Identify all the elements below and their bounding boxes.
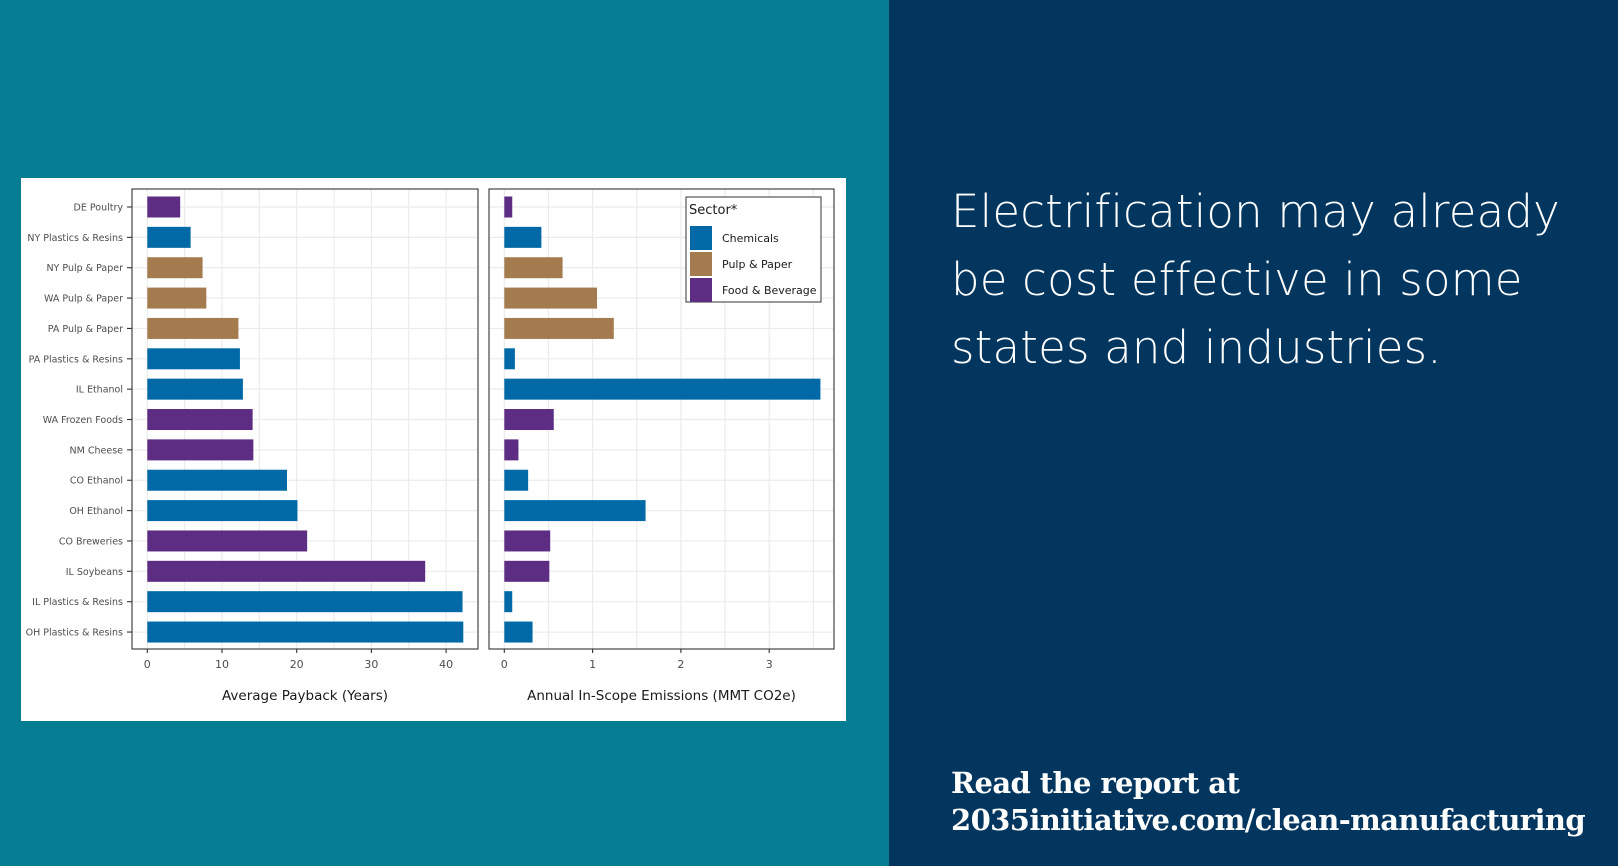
legend-label: Food & Beverage (722, 284, 817, 297)
y-tick-label: OH Plastics & Resins (26, 628, 123, 639)
bar-oh-ethanol (504, 500, 646, 522)
bar-il-ethanol (147, 378, 243, 400)
bar-co-ethanol (504, 469, 529, 491)
bar-il-soybeans (504, 560, 550, 582)
bar-oh-plastics-resins (504, 621, 533, 643)
bar-oh-plastics-resins (147, 621, 464, 643)
x-tick-label: 0 (144, 658, 151, 671)
legend-swatch-food-beverage (690, 278, 712, 302)
y-tick-label: IL Soybeans (66, 567, 123, 578)
y-tick-label: NY Plastics & Resins (27, 233, 123, 244)
bar-de-poultry (147, 196, 181, 218)
chart-panel-2: 0 1 2 3 Annual In-Scope Emissions (MMT CO2e)… (488, 188, 835, 704)
x-tick-label: 30 (364, 658, 378, 671)
bar-il-plastics-resins (147, 591, 463, 613)
bar-co-ethanol (147, 469, 287, 491)
headline-line-3: states and industries. (951, 321, 1442, 374)
bar-wa-frozen-foods (147, 409, 253, 431)
y-tick-label: OH Ethanol (69, 506, 123, 517)
y-tick-label: NY Pulp & Paper (46, 263, 123, 274)
x-tick-label: 20 (290, 658, 304, 671)
x-tick-label: 2 (677, 658, 684, 671)
y-tick-label: IL Ethanol (76, 385, 123, 396)
bar-pa-pulp-paper (504, 317, 614, 339)
report-link[interactable]: 2035initiative.com/clean-manufacturing (951, 803, 1586, 837)
bar-wa-pulp-paper (504, 287, 598, 309)
bar-wa-pulp-paper (147, 287, 207, 309)
bar-pa-plastics-resins (504, 348, 515, 370)
x-axis-title: Average Payback (Years) (222, 688, 388, 704)
legend-label: Pulp & Paper (722, 258, 793, 271)
bar-co-breweries (147, 530, 308, 552)
bar-ny-plastics-resins (147, 226, 191, 248)
right-background (889, 0, 1618, 866)
bar-il-soybeans (147, 560, 426, 582)
y-tick-label: WA Pulp & Paper (44, 294, 123, 305)
bar-il-ethanol (504, 378, 821, 400)
y-tick-label: NM Cheese (70, 445, 124, 456)
cta-line-1: Read the report at (951, 766, 1240, 800)
y-tick-label: PA Pulp & Paper (48, 324, 123, 335)
bar-nm-cheese (147, 439, 254, 461)
bar-nm-cheese (504, 439, 519, 461)
x-tick-label: 1 (589, 658, 596, 671)
bar-ny-pulp-paper (147, 257, 203, 279)
chart-card: 0 10 20 30 40 Average Payback (Years) DE Poult… (21, 178, 846, 721)
legend-swatch-chemicals (690, 226, 712, 250)
headline-line-2: be cost effective in some (951, 253, 1523, 306)
y-tick-label: PA Plastics & Resins (29, 354, 123, 365)
headline-line-1: Electrification may already (951, 185, 1560, 238)
y-tick-label: WA Frozen Foods (43, 415, 123, 426)
legend: Sector* Chemicals Pulp & Paper Food & Bever… (685, 196, 822, 303)
bar-ny-pulp-paper (504, 257, 563, 279)
call-to-action: Read the report at 2035initiative.com/cl… (951, 765, 1586, 839)
x-tick-label: 3 (766, 658, 773, 671)
x-tick-label: 40 (439, 658, 453, 671)
y-tick-label: DE Poultry (74, 203, 124, 214)
bar-pa-plastics-resins (147, 348, 240, 370)
legend-label: Chemicals (722, 232, 779, 245)
bar-ny-plastics-resins (504, 226, 542, 248)
legend-swatch-pulp-paper (690, 252, 712, 276)
x-axis-title: Annual In-Scope Emissions (MMT CO2e) (527, 688, 796, 704)
panel-border (488, 188, 835, 650)
headline: Electrification may already be cost effe… (951, 178, 1591, 382)
x-tick-label: 10 (215, 658, 229, 671)
y-tick-label: CO Ethanol (70, 476, 123, 487)
bar-wa-frozen-foods (504, 409, 554, 431)
bar-pa-pulp-paper (147, 317, 239, 339)
bar-oh-ethanol (147, 500, 298, 522)
bar-co-breweries (504, 530, 551, 552)
chart-panel-1: 0 10 20 30 40 Average Payback (Years) DE Poult… (26, 188, 479, 704)
bar-de-poultry (504, 196, 513, 218)
y-tick-label: IL Plastics & Resins (32, 597, 123, 608)
y-tick-label: CO Breweries (59, 536, 123, 547)
bar-il-plastics-resins (504, 591, 513, 613)
legend-title: Sector* (689, 203, 738, 218)
x-tick-label: 0 (501, 658, 508, 671)
